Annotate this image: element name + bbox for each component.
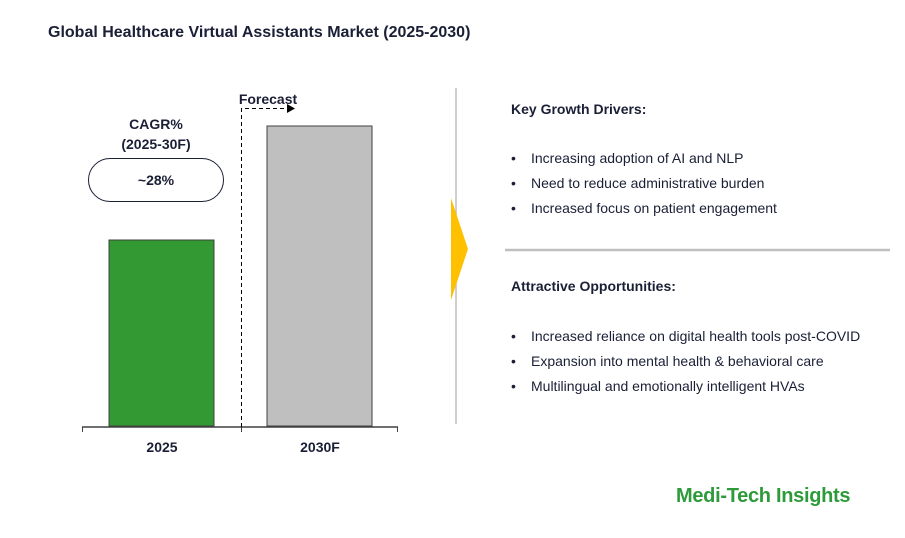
list-item: Increasing adoption of AI and NLP <box>511 147 777 172</box>
cagr-label: CAGR% <box>129 116 183 132</box>
logo: Medi-Tech Insights <box>676 485 851 507</box>
list-item: Need to reduce administrative burden <box>511 172 777 197</box>
opportunities-title: Attractive Opportunities: <box>511 278 676 294</box>
x-tick-label-2030f: 2030F <box>300 439 340 455</box>
drivers-list: Increasing adoption of AI and NLP Need t… <box>511 147 777 222</box>
bar-2025 <box>108 239 215 427</box>
opportunities-list: Increased reliance on digital health too… <box>511 325 860 400</box>
cagr-period: (2025-30F) <box>121 136 191 152</box>
list-item: Multilingual and emotionally intelligent… <box>511 375 860 400</box>
forecast-arrow-icon <box>287 104 295 113</box>
list-item: Increased focus on patient engagement <box>511 197 777 222</box>
forecast-label: Forecast <box>239 91 298 107</box>
x-tick-label-2025: 2025 <box>146 439 177 455</box>
cagr-value-pill: ~28% <box>88 158 224 202</box>
list-item: Increased reliance on digital health too… <box>511 325 860 350</box>
forecast-divider <box>241 108 288 427</box>
drivers-title: Key Growth Drivers: <box>511 101 647 117</box>
bar-2030f <box>266 125 373 427</box>
list-item: Expansion into mental health & behaviora… <box>511 350 860 375</box>
chevron-right-icon <box>451 198 468 300</box>
chart-title: Global Healthcare Virtual Assistants Mar… <box>48 24 471 41</box>
